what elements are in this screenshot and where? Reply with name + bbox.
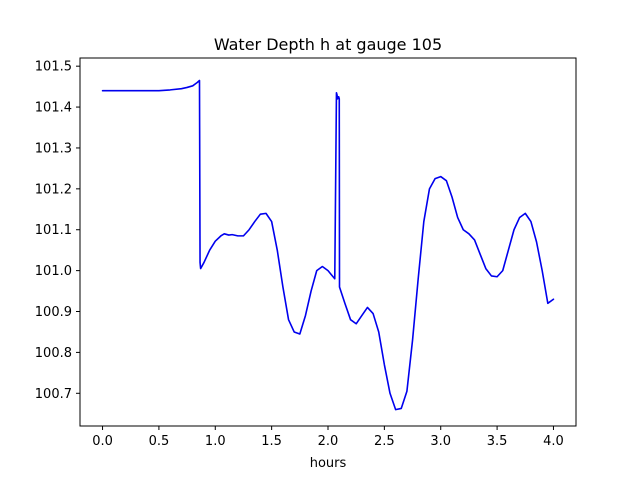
- x-tick-label: 2.0: [318, 434, 339, 449]
- y-tick-label: 101.1: [35, 223, 72, 238]
- x-tick-label: 3.5: [487, 434, 508, 449]
- series-line-0: [101, 79, 555, 411]
- x-tick-label: 3.0: [430, 434, 451, 449]
- y-tick-label: 101.5: [35, 60, 72, 75]
- x-axis: 0.0 0.5 1.0 1.5 2.0 2.5 3.0 3.5 4.0: [92, 426, 564, 449]
- x-tick-label: 0.5: [149, 434, 170, 449]
- y-tick-label: 101.4: [35, 101, 72, 116]
- x-tick-label: 1.0: [205, 434, 226, 449]
- x-tick-label: 2.5: [374, 434, 395, 449]
- y-tick-label: 100.7: [35, 387, 72, 402]
- x-tick-label: 0.0: [92, 434, 113, 449]
- y-tick-label: 101.2: [35, 182, 72, 197]
- y-axis: 100.7 100.8 100.9 101.0 101.1 101.2 101.3 101.4…: [35, 60, 80, 402]
- y-tick-label: 100.8: [35, 346, 72, 361]
- y-tick-label: 101.0: [35, 264, 72, 279]
- y-tick-label: 101.3: [35, 141, 72, 156]
- x-tick-label: 1.5: [261, 434, 282, 449]
- plot-area: [101, 79, 555, 411]
- x-tick-label: 4.0: [543, 434, 564, 449]
- chart-title: Water Depth h at gauge 105: [214, 35, 442, 54]
- x-axis-label: hours: [310, 456, 347, 471]
- y-tick-label: 100.9: [35, 305, 72, 320]
